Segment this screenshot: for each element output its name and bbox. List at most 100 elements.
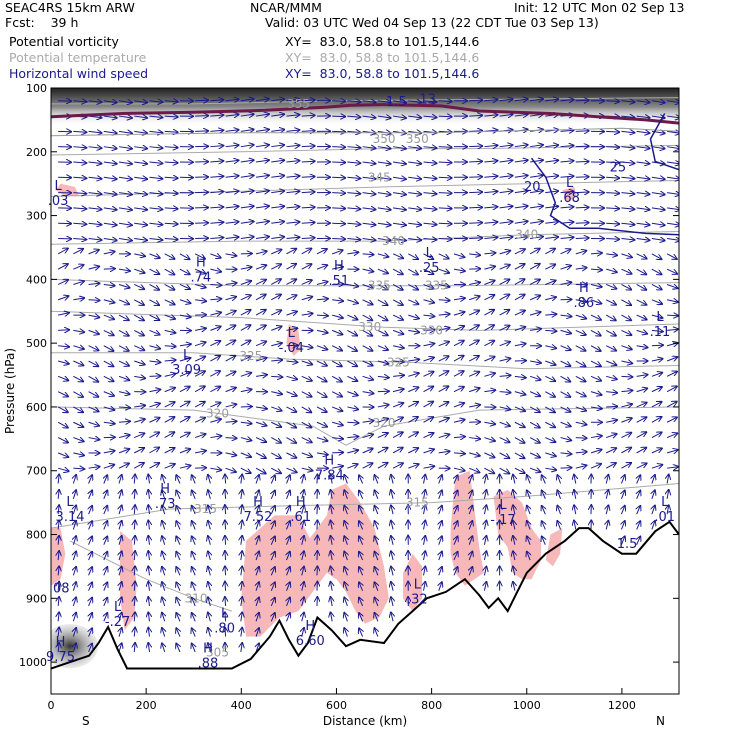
wind-vector [392, 116, 406, 118]
extremum-low-marker: L [414, 578, 422, 593]
wind-vector [621, 254, 631, 257]
wind-vector [225, 438, 237, 439]
wind-vector [271, 437, 281, 443]
wind-vector [88, 101, 102, 102]
wind-vector [286, 392, 297, 396]
wind-vector [256, 521, 259, 530]
wind-vector [149, 131, 162, 132]
wind-vector [73, 330, 84, 332]
wind-vector [391, 505, 393, 515]
wind-vector [208, 643, 210, 653]
wind-vector [57, 376, 68, 380]
wind-vector [240, 356, 251, 362]
wind-vector [256, 582, 259, 591]
wind-vector [332, 131, 345, 132]
wind-vector [575, 268, 587, 270]
wind-vector [514, 407, 525, 411]
wind-vector [104, 582, 107, 591]
wind-vector [438, 314, 450, 315]
wind-vector [149, 177, 162, 178]
wind-vector [514, 191, 528, 193]
wind-vector [332, 239, 345, 240]
wind-vectors [57, 99, 679, 653]
wind-vector [104, 506, 107, 515]
wind-vector [605, 299, 616, 305]
wind-vector [423, 387, 434, 393]
wind-vector [392, 193, 406, 195]
field-name-wind: Horizontal wind speed [9, 66, 149, 81]
wind-vector [148, 536, 149, 545]
wind-vector [513, 505, 515, 515]
wind-vector [118, 299, 129, 304]
wind-vector [347, 177, 360, 178]
wind-vector [164, 177, 178, 178]
wind-vector [287, 506, 290, 515]
wind-vector [162, 506, 165, 515]
wind-vector [514, 99, 528, 101]
wind-vector [73, 453, 84, 456]
wind-vector [286, 176, 300, 177]
wind-vector [469, 536, 472, 545]
wind-vector [162, 643, 165, 653]
extremum-low-marker: L [55, 179, 63, 194]
wind-vector [286, 207, 300, 208]
wind-vector [423, 162, 437, 163]
wind-vector [651, 417, 662, 423]
wind-vector [332, 162, 345, 163]
wind-vector [210, 192, 223, 193]
wind-vector [575, 465, 587, 468]
wind-vector [134, 536, 135, 545]
wind-vector [134, 314, 144, 320]
wind-vector [316, 375, 327, 381]
wind-vector [606, 420, 617, 422]
y-tick-label: 500 [26, 337, 47, 350]
wind-vector [225, 115, 239, 117]
wind-vector [240, 145, 254, 147]
wind-vector [652, 490, 655, 499]
wind-vector [73, 298, 84, 300]
wind-vector [545, 314, 556, 315]
wind-vector [453, 437, 465, 438]
wind-vector [240, 325, 251, 331]
wind-vector [176, 582, 180, 591]
wind-vector [149, 223, 162, 224]
extremum-value: .86 [574, 296, 595, 311]
wind-vector [286, 130, 300, 131]
wind-vector [438, 342, 449, 346]
wind-vector [118, 345, 129, 351]
wind-vector [240, 453, 251, 457]
wind-vector [134, 361, 144, 364]
wind-vector [636, 101, 650, 103]
wind-vector [164, 448, 175, 454]
wind-vector [119, 643, 122, 653]
wind-vector [241, 536, 242, 545]
x-tick-label: 800 [421, 699, 442, 712]
wind-vector [301, 391, 312, 397]
wind-vector [375, 567, 378, 576]
wind-vector [514, 392, 526, 395]
wind-vector [271, 421, 281, 427]
wind-vector [392, 448, 403, 454]
wind-vector [621, 284, 631, 289]
axes: 100 200 300 400 500 600 700 800 900 1000 0 200 400 60… [19, 82, 680, 712]
wind-vector [484, 521, 486, 530]
wind-vector [484, 295, 494, 301]
wind-vector [240, 467, 251, 473]
wind-vector [176, 598, 180, 607]
wind-vector [194, 418, 205, 423]
wind-vector [316, 299, 328, 300]
wind-vector [438, 434, 450, 437]
wind-vector [423, 193, 437, 194]
wind-vector [149, 101, 162, 102]
wind-vector [439, 475, 442, 484]
wind-vector [606, 223, 619, 224]
wind-vector [255, 114, 269, 116]
wind-vector [271, 343, 282, 346]
wind-vector [57, 264, 68, 270]
wind-vector [179, 402, 190, 408]
wind-vector [529, 452, 540, 458]
wind-vector [271, 552, 275, 561]
wind-vector [58, 536, 59, 545]
wind-vector [240, 114, 254, 116]
wind-vector [621, 193, 634, 194]
